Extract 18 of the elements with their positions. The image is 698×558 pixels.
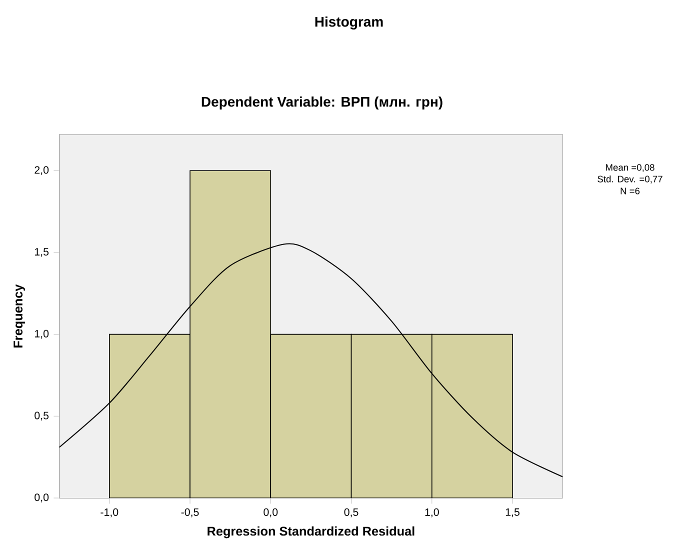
y-tick-label: 2,0 bbox=[34, 166, 49, 176]
text: Mean =0,08 bbox=[606, 164, 654, 172]
x-tick-label: 1,0 bbox=[425, 508, 439, 518]
text: N =6 bbox=[620, 188, 640, 194]
text: Std. Dev. =0,77 bbox=[598, 176, 662, 184]
x-tick-label: 1,5 bbox=[506, 508, 520, 518]
y-tick-label: 0,5 bbox=[34, 412, 49, 421]
x-tick-label: -0,5 bbox=[181, 508, 199, 518]
x-tick-label: -1,0 bbox=[100, 508, 118, 518]
chart-title: Histogram bbox=[315, 16, 383, 30]
x-axis-title: Regression Standardized Residual bbox=[208, 526, 414, 538]
y-tick-label: 1,0 bbox=[34, 330, 49, 339]
y-axis-title: Frequency bbox=[14, 284, 26, 348]
y-tick-label: 1,5 bbox=[34, 248, 49, 257]
y-tick-label: 0,0 bbox=[34, 494, 49, 502]
x-tick-label: 0,5 bbox=[344, 508, 358, 518]
x-tick-label: 0,0 bbox=[264, 508, 278, 518]
chart-subtitle: Dependent Variable: ВРП (млн. грн) bbox=[202, 96, 442, 110]
